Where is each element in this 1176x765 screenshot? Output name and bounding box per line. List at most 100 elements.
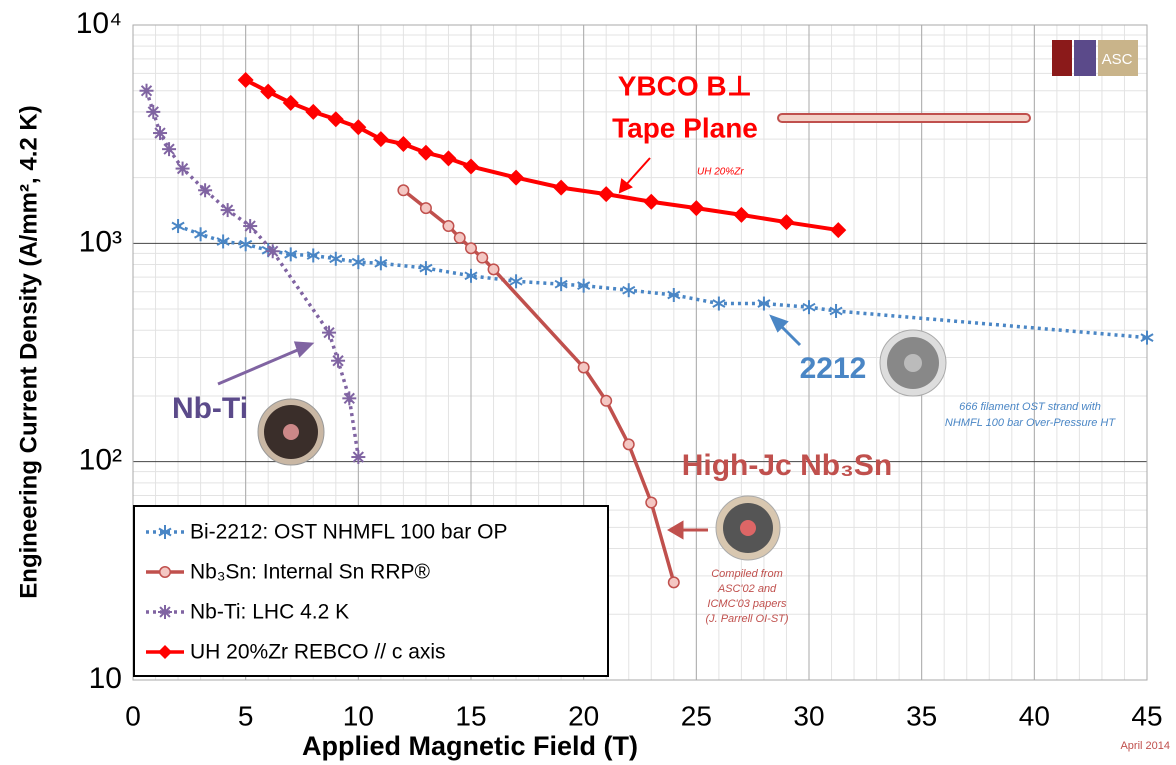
- marker-stroke: [712, 299, 726, 308]
- marker: [554, 277, 568, 292]
- series: [237, 71, 847, 239]
- marker: [1140, 330, 1154, 345]
- marker: [306, 248, 320, 263]
- line: [177, 224, 1148, 340]
- marker: [667, 287, 681, 302]
- marker: [216, 234, 230, 249]
- marker: [282, 94, 299, 111]
- annotation: YBCO B⊥: [618, 70, 753, 101]
- marker: [260, 83, 277, 100]
- series: [397, 184, 680, 589]
- marker: [778, 214, 795, 231]
- marker: [465, 242, 477, 255]
- annotation: ICMC'03 papers: [707, 598, 787, 610]
- marker: [508, 169, 525, 186]
- logo: [1052, 40, 1138, 76]
- line: [244, 78, 839, 233]
- labels: Applied Magnetic Field (T) Engineering C…: [15, 7, 1170, 761]
- series: [139, 83, 366, 465]
- marker-stroke: [239, 239, 253, 249]
- marker-stroke: [329, 254, 343, 264]
- marker: [171, 219, 185, 234]
- legend-box: [133, 505, 609, 677]
- marker: [757, 296, 771, 311]
- marker: [372, 131, 389, 148]
- y-axis-label: Engineering Current Density (A/mm², 4.2 …: [15, 105, 42, 598]
- marker: [463, 158, 479, 175]
- annotation: NHMFL 100 bar Over-Pressure HT: [945, 417, 1116, 429]
- series: [171, 219, 1154, 345]
- marker: [305, 103, 322, 120]
- marker: [162, 142, 177, 157]
- marker: [327, 111, 344, 128]
- marker: [419, 261, 433, 276]
- x-tick-label: 40: [1019, 700, 1050, 731]
- annotation: Tape Plane: [612, 112, 758, 143]
- marker: [175, 161, 190, 176]
- marker: [237, 71, 254, 88]
- x-tick-label: 30: [793, 700, 824, 731]
- tape-sketch: [777, 113, 1031, 123]
- x-tick-label: 0: [125, 700, 141, 731]
- legend: Bi-2212: OST NHMFL 100 bar OP Nb₃Sn: Inte…: [133, 505, 609, 677]
- ybco-arrow: [618, 157, 651, 194]
- marker: [139, 83, 154, 98]
- marker: [194, 227, 208, 242]
- marker: [802, 300, 816, 315]
- marker: [645, 496, 658, 509]
- marker: [622, 438, 635, 451]
- marker: [622, 283, 636, 298]
- marker-stroke: [216, 237, 230, 246]
- marker: [351, 450, 366, 465]
- marker-stroke: [577, 281, 591, 291]
- plot-frame: [132, 24, 1148, 681]
- marker: [374, 256, 388, 271]
- marker: [577, 278, 591, 293]
- marker: [598, 186, 615, 203]
- marker-stroke: [667, 290, 681, 300]
- y-tick-label: 10²: [79, 444, 122, 477]
- legend-label: UH 20%Zr REBCO // c axis: [190, 641, 446, 664]
- annotation: ASC'02 and: [717, 583, 777, 595]
- y-tick-label: 10⁴: [76, 7, 122, 40]
- marker-stroke: [158, 527, 172, 537]
- plot-area: [139, 71, 1154, 589]
- marker-stroke: [419, 263, 433, 273]
- marker-stroke: [284, 250, 298, 259]
- marker: [829, 303, 843, 318]
- marker: [487, 263, 500, 276]
- marker: [395, 136, 412, 153]
- x-tick-label: 5: [238, 700, 254, 731]
- x-tick-label: 45: [1131, 700, 1162, 731]
- marker: [417, 144, 434, 161]
- annotation: (J. Parrell OI-ST): [705, 613, 788, 625]
- marker: [351, 255, 365, 270]
- marker-stroke: [374, 258, 388, 268]
- marker: [265, 244, 280, 259]
- marker: [600, 394, 613, 407]
- marker: [464, 268, 478, 283]
- marker: [440, 150, 457, 167]
- nb3sn-arrow: [667, 520, 708, 540]
- marker: [442, 220, 455, 233]
- x-tick-label: 20: [568, 700, 599, 731]
- annotation: 2212: [800, 352, 867, 385]
- marker-stroke: [622, 285, 636, 295]
- y-tick-label: 10: [89, 662, 122, 695]
- x-axis-label: Applied Magnetic Field (T): [302, 731, 638, 761]
- marker: [577, 361, 590, 374]
- marker: [453, 231, 466, 244]
- marker: [643, 193, 660, 210]
- marker-stroke: [194, 229, 208, 239]
- decorations: [217, 40, 1138, 561]
- nbti-strand: [257, 398, 325, 466]
- marker: [331, 353, 346, 368]
- marker: [243, 219, 258, 234]
- marker: [146, 104, 161, 119]
- marker: [153, 126, 168, 141]
- nb3sn-strand: [715, 495, 781, 561]
- marker-stroke: [757, 299, 771, 308]
- bi2212-strand: [879, 329, 947, 397]
- legend-label: Bi-2212: OST NHMFL 100 bar OP: [190, 521, 507, 544]
